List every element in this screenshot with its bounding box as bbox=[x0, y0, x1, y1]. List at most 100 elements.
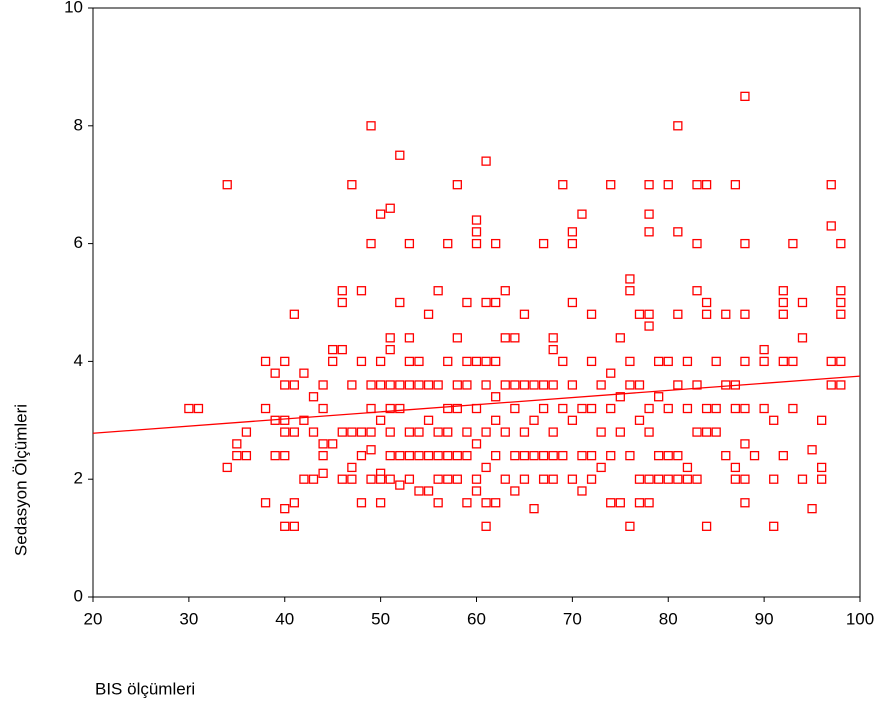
point bbox=[510, 403, 520, 414]
point bbox=[778, 356, 788, 367]
point bbox=[414, 486, 424, 496]
point bbox=[414, 356, 424, 367]
point bbox=[519, 309, 530, 319]
point bbox=[606, 403, 616, 414]
point bbox=[241, 427, 252, 437]
point bbox=[634, 309, 645, 319]
point bbox=[577, 403, 587, 414]
point bbox=[663, 180, 673, 190]
point bbox=[634, 474, 645, 484]
point bbox=[759, 356, 769, 367]
point bbox=[586, 309, 597, 319]
point bbox=[404, 238, 415, 249]
point bbox=[596, 462, 606, 473]
point bbox=[644, 227, 654, 237]
point bbox=[577, 450, 587, 461]
point bbox=[452, 180, 462, 190]
point bbox=[836, 356, 846, 367]
point bbox=[356, 450, 367, 461]
point bbox=[740, 356, 750, 367]
point bbox=[740, 498, 750, 508]
point bbox=[701, 403, 712, 414]
point bbox=[232, 439, 242, 449]
point bbox=[452, 450, 462, 461]
point bbox=[318, 468, 328, 478]
point bbox=[711, 427, 721, 437]
x-tick-label: 50 bbox=[371, 609, 390, 628]
point bbox=[443, 403, 453, 414]
point bbox=[347, 474, 357, 484]
x-tick-label: 20 bbox=[84, 609, 103, 628]
point bbox=[596, 380, 606, 390]
point bbox=[385, 450, 395, 461]
x-tick-label: 30 bbox=[179, 609, 198, 628]
point bbox=[366, 427, 376, 437]
point bbox=[567, 415, 578, 425]
point bbox=[826, 356, 836, 367]
point bbox=[433, 498, 443, 508]
point bbox=[491, 238, 501, 249]
point bbox=[270, 450, 280, 461]
point bbox=[385, 344, 395, 355]
point bbox=[356, 498, 367, 508]
point bbox=[385, 203, 395, 213]
point bbox=[548, 474, 558, 484]
point bbox=[586, 356, 597, 367]
point bbox=[500, 427, 510, 437]
point bbox=[328, 439, 338, 449]
point bbox=[337, 297, 347, 308]
point bbox=[414, 427, 424, 437]
point bbox=[385, 474, 395, 484]
point bbox=[836, 309, 846, 319]
point bbox=[491, 450, 501, 461]
point bbox=[730, 474, 741, 484]
y-tick-label: 8 bbox=[74, 115, 83, 134]
point bbox=[836, 286, 846, 296]
point bbox=[366, 380, 376, 390]
point bbox=[807, 503, 817, 514]
point bbox=[519, 427, 530, 437]
point bbox=[634, 415, 645, 425]
point bbox=[443, 238, 453, 249]
point bbox=[462, 427, 472, 437]
point bbox=[375, 380, 386, 390]
point bbox=[673, 227, 683, 237]
point bbox=[663, 474, 673, 484]
point bbox=[395, 480, 405, 490]
point bbox=[663, 356, 673, 367]
point bbox=[586, 450, 597, 461]
point bbox=[615, 427, 625, 437]
point bbox=[625, 450, 635, 461]
point bbox=[328, 344, 338, 355]
point bbox=[692, 286, 702, 296]
point bbox=[788, 238, 798, 249]
point bbox=[654, 450, 664, 461]
x-axis-label: BIS ölçümleri bbox=[95, 679, 195, 698]
point bbox=[395, 150, 405, 160]
point bbox=[443, 427, 453, 437]
point bbox=[423, 450, 434, 461]
point bbox=[654, 356, 664, 367]
point bbox=[644, 403, 654, 414]
point bbox=[385, 380, 395, 390]
point bbox=[519, 450, 530, 461]
point bbox=[510, 380, 520, 390]
point bbox=[701, 180, 712, 190]
point bbox=[682, 403, 693, 414]
point bbox=[567, 380, 578, 390]
point bbox=[491, 498, 501, 508]
point bbox=[404, 474, 415, 484]
point bbox=[634, 380, 645, 390]
point bbox=[778, 286, 788, 296]
point bbox=[308, 474, 319, 484]
y-tick-label: 6 bbox=[74, 233, 83, 252]
point bbox=[318, 380, 328, 390]
x-tick-label: 100 bbox=[846, 609, 874, 628]
point bbox=[682, 474, 693, 484]
point bbox=[260, 498, 271, 508]
point bbox=[692, 474, 702, 484]
point bbox=[280, 503, 290, 514]
point bbox=[356, 286, 367, 296]
point bbox=[529, 380, 539, 390]
point bbox=[510, 486, 520, 496]
